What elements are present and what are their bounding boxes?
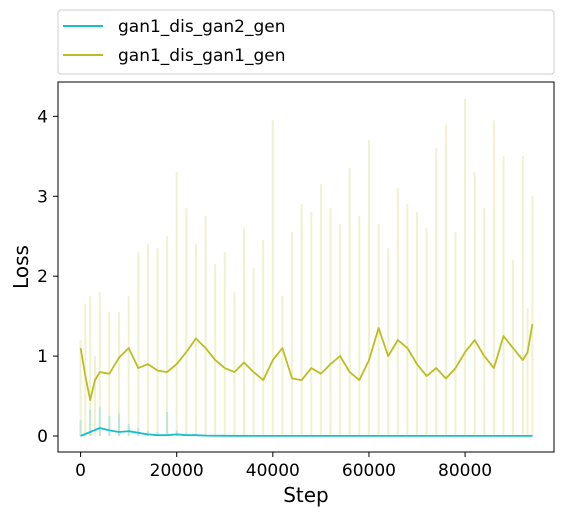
- raw-series-layer: [79, 98, 534, 436]
- x-tick-label: 60000: [342, 461, 396, 481]
- plot-area: 0 20000 40000 60000 80000 0 1 2 3 4: [37, 81, 555, 481]
- x-axis-label: Step: [283, 483, 329, 507]
- x-tick-label: 40000: [246, 461, 300, 481]
- legend: gan1_dis_gan2_gen gan1_dis_gan1_gen: [57, 9, 555, 75]
- x-axis-ticks: 0 20000 40000 60000 80000: [75, 452, 492, 481]
- x-tick-label: 20000: [150, 461, 204, 481]
- y-tick-label: 2: [37, 267, 48, 287]
- y-tick-label: 3: [37, 187, 48, 207]
- legend-label-gan1-dis-gan2-gen: gan1_dis_gan2_gen: [118, 17, 286, 37]
- smoothed-series-layer: [79, 323, 534, 437]
- y-tick-label: 1: [37, 347, 48, 367]
- series-line-gan1-dis-gan1-gen: [79, 323, 534, 402]
- y-tick-label: 0: [37, 427, 48, 447]
- y-axis-label: Loss: [9, 245, 33, 289]
- plot-frame: [57, 81, 555, 453]
- legend-label-gan1-dis-gan1-gen: gan1_dis_gan1_gen: [118, 46, 286, 66]
- x-tick-label: 0: [75, 461, 86, 481]
- series-line-gan1-dis-gan2-gen: [80, 427, 533, 437]
- y-tick-label: 4: [37, 107, 48, 127]
- x-tick-label: 80000: [438, 461, 492, 481]
- raw-band-gan1-dis-gan1-gen: [79, 98, 534, 436]
- y-axis-ticks: 0 1 2 3 4: [37, 107, 58, 447]
- legend-box: [57, 9, 555, 75]
